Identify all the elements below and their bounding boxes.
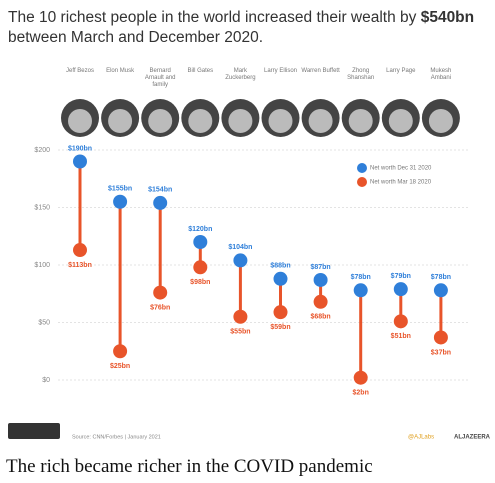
value-label: $120bn bbox=[188, 226, 212, 233]
dot-mar bbox=[193, 260, 208, 275]
title-text: The 10 richest people in the world incre… bbox=[8, 9, 421, 26]
person-name: Larry Page bbox=[386, 68, 416, 74]
value-label: $78bn bbox=[351, 274, 371, 281]
value-label: $113bn bbox=[68, 262, 92, 269]
value-label: $25bn bbox=[110, 363, 130, 370]
dot-dec bbox=[153, 195, 168, 210]
person-name: Mark Zuckerberg bbox=[225, 68, 256, 81]
legend-swatch bbox=[357, 177, 367, 187]
person-name: Elon Musk bbox=[106, 68, 135, 74]
dot-dec bbox=[193, 235, 208, 249]
value-label: $98bn bbox=[190, 279, 210, 286]
dot-dec bbox=[353, 283, 368, 298]
dot-mar bbox=[313, 294, 328, 309]
dot-mar bbox=[153, 285, 168, 300]
portrait-face bbox=[68, 109, 92, 133]
legend-swatch bbox=[357, 163, 367, 173]
value-label: $155bn bbox=[108, 186, 132, 193]
y-tick-label: $50 bbox=[38, 319, 50, 326]
portrait-face bbox=[148, 109, 173, 133]
dot-mar bbox=[433, 330, 448, 345]
y-tick-label: $0 bbox=[42, 377, 50, 384]
dot-dec bbox=[113, 194, 128, 209]
caption: The rich became richer in the COVID pand… bbox=[6, 456, 373, 477]
dot-mar bbox=[393, 314, 408, 329]
dot-dec bbox=[393, 282, 408, 297]
dot-dec bbox=[273, 271, 288, 286]
portrait-face bbox=[188, 109, 213, 133]
dot-dec bbox=[233, 253, 248, 268]
portrait-face bbox=[428, 109, 453, 133]
y-tick-label: $150 bbox=[34, 204, 50, 211]
dot-mar bbox=[273, 305, 288, 320]
dot-mar bbox=[113, 344, 128, 359]
person-name: Warren Buffett bbox=[301, 68, 340, 74]
y-tick-label: $100 bbox=[34, 262, 50, 269]
y-tick-label: $200 bbox=[34, 147, 50, 154]
portrait-face bbox=[268, 109, 293, 133]
value-label: $190bn bbox=[68, 145, 92, 152]
chart-title: The 10 richest people in the world incre… bbox=[8, 8, 493, 48]
person-name: Larry Ellison bbox=[263, 68, 297, 74]
dot-mar bbox=[73, 243, 87, 258]
value-label: $104bn bbox=[228, 244, 252, 251]
portrait-face bbox=[308, 109, 333, 133]
legend-label: Net worth Dec 31 2020 bbox=[370, 166, 432, 172]
dot-dec bbox=[73, 154, 87, 169]
source: Source: CNN/Forbes | January 2021 bbox=[72, 434, 161, 440]
title-text: between March and December 2020. bbox=[8, 29, 264, 46]
person-name: Bill Gates bbox=[187, 68, 214, 74]
license-badge bbox=[8, 423, 60, 439]
value-label: $78bn bbox=[431, 274, 451, 281]
value-label: $51bn bbox=[391, 333, 411, 340]
value-label: $87bn bbox=[310, 264, 330, 271]
title-highlight: $540bn bbox=[420, 9, 475, 26]
value-label: $79bn bbox=[391, 273, 411, 280]
portrait-face bbox=[388, 109, 413, 133]
person-name: Zhong Shanshan bbox=[347, 68, 375, 81]
value-label: $37bn bbox=[431, 349, 451, 356]
brand: ALJAZEERA bbox=[454, 435, 491, 441]
person-name: Mukesh Ambani bbox=[430, 68, 452, 81]
dot-dec bbox=[433, 283, 448, 298]
value-label: $68bn bbox=[310, 314, 330, 321]
legend-label: Net worth Mar 18 2020 bbox=[370, 180, 432, 186]
credit: @AJLabs bbox=[408, 435, 434, 441]
value-label: $76bn bbox=[150, 304, 170, 311]
dot-dec bbox=[313, 272, 328, 287]
dot-mar bbox=[233, 309, 248, 324]
value-label: $2bn bbox=[353, 390, 369, 397]
portrait-face bbox=[108, 109, 133, 133]
dot-mar bbox=[353, 370, 368, 385]
value-label: $88bn bbox=[270, 263, 290, 270]
value-label: $59bn bbox=[270, 324, 290, 331]
portrait-face bbox=[228, 109, 253, 133]
person-name: Jeff Bezos bbox=[66, 68, 94, 74]
value-label: $55bn bbox=[230, 329, 250, 336]
portrait-face bbox=[348, 109, 373, 133]
value-label: $154bn bbox=[148, 187, 172, 194]
person-name: Bernard Arnault and family bbox=[144, 68, 176, 88]
